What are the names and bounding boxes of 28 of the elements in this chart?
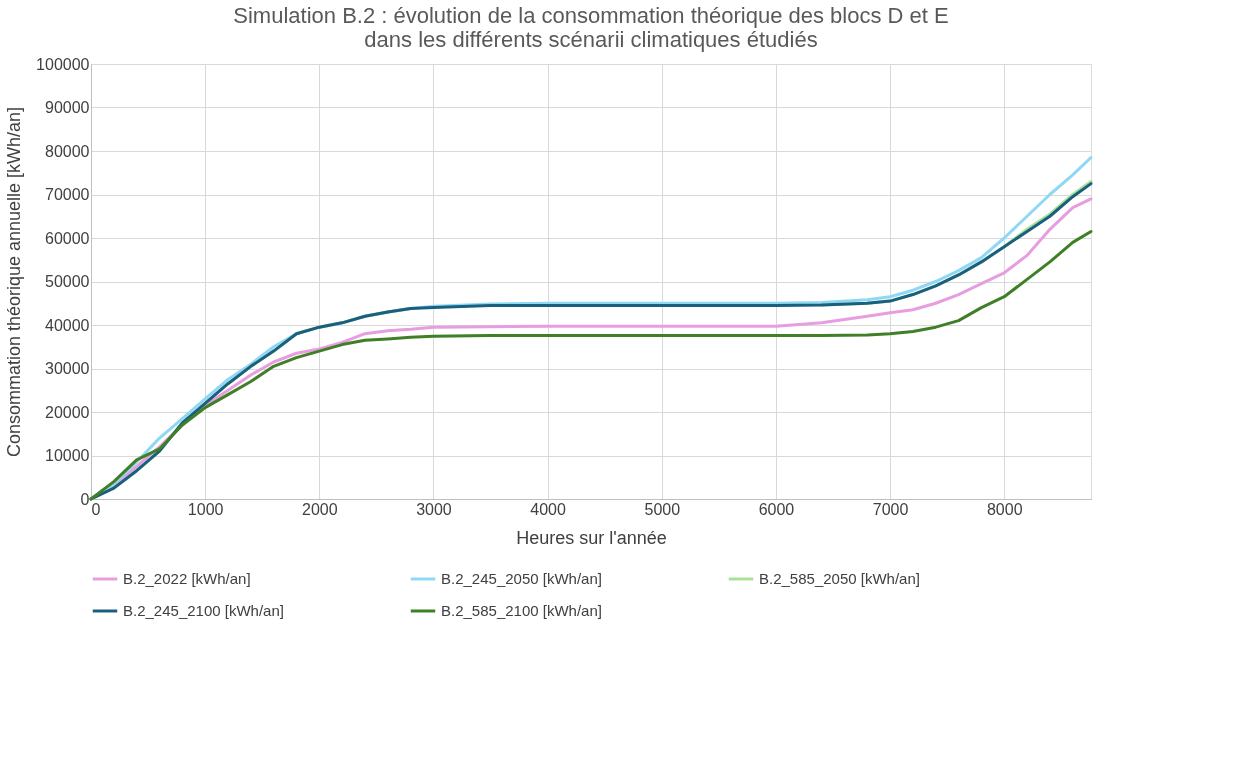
y-tick-label: 80000 (45, 142, 90, 160)
y-tick-label: 20000 (45, 403, 90, 421)
y-axis-title: Consommation théorique annuelle [kWh/an] (4, 106, 25, 458)
legend-label: B.2_2022 [kWh/an] (123, 570, 251, 587)
text: Simulation B.2 : évolution de la consommation théorique des blocs D et E (233, 3, 949, 28)
y-tick-label: 30000 (45, 360, 90, 377)
y-tick-label: 90000 (45, 99, 90, 116)
y-tick-label: 50000 (45, 273, 90, 290)
legend-label: B.2_585_2050 [kWh/an] (759, 570, 920, 587)
x-axis-title: Heures sur l'année (516, 527, 667, 548)
x-tick-label: 4000 (530, 500, 567, 518)
legend-label: B.2_585_2100 [kWh/an] (441, 602, 602, 619)
x-tick-label: 8000 (986, 500, 1023, 518)
text: dans les différents scénarii climatiques étudiés (364, 27, 818, 52)
legend-label: B.2_245_2100 [kWh/an] (123, 602, 284, 619)
x-tick-label: 0 (91, 500, 101, 518)
x-tick-label: 5000 (644, 500, 681, 518)
y-tick-label: 10000 (45, 447, 90, 464)
y-tick-label: 40000 (45, 316, 90, 334)
y-tick-label: 70000 (45, 186, 90, 203)
x-tick-label: 2000 (302, 500, 338, 518)
x-tick-label: 6000 (758, 500, 795, 518)
legend-label: B.2_245_2050 [kWh/an] (441, 570, 602, 587)
y-tick-label: 100000 (36, 55, 90, 73)
y-tick-label: 60000 (45, 229, 90, 247)
x-tick-label: 3000 (416, 500, 452, 518)
x-tick-label: 1000 (187, 500, 224, 518)
x-tick-label: 7000 (872, 500, 909, 518)
